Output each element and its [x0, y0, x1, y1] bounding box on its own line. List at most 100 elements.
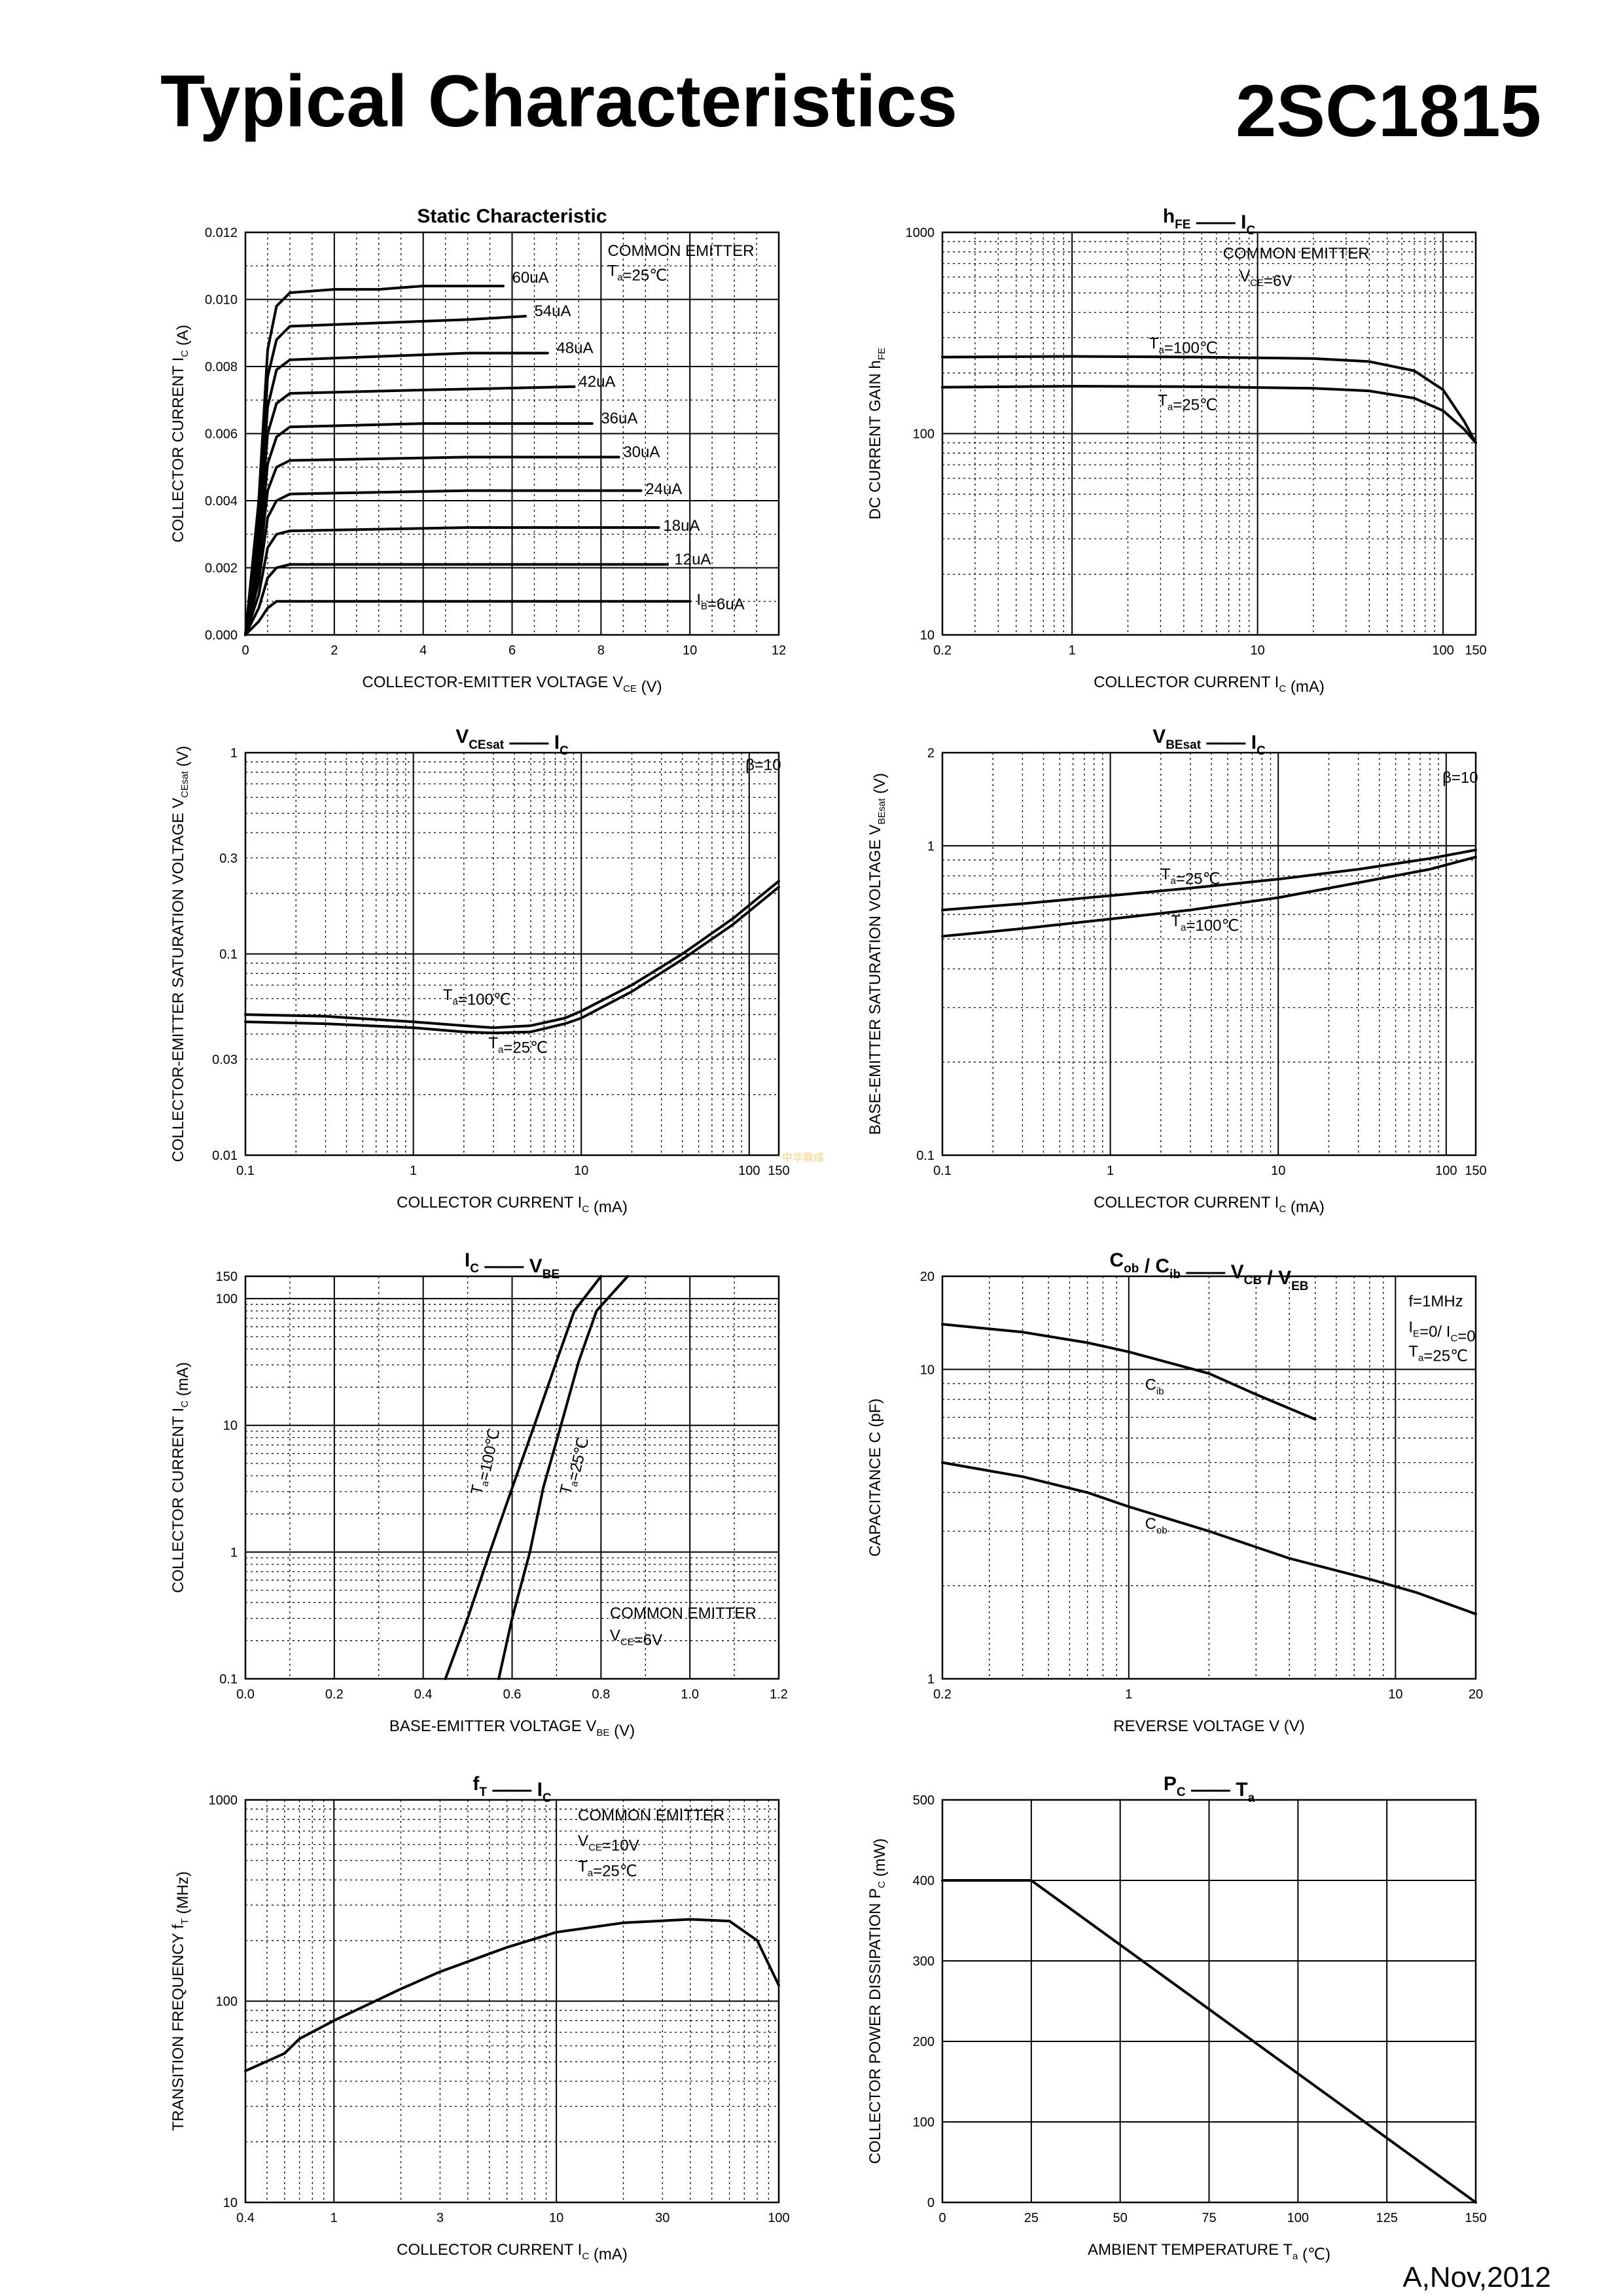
icvbe-y-tick-label: 1 [230, 1545, 238, 1560]
static-y-tick-label: 0.010 [205, 293, 238, 308]
static-series-line-6 [244, 456, 620, 636]
pc-grid [942, 1799, 1476, 2203]
static-curve-label: 54uA [534, 302, 571, 320]
icvbe-x-tick-label: 1.0 [681, 1687, 699, 1702]
ft-x-tick-label: 1 [330, 2211, 338, 2225]
vbesat-x-tick-label: 150 [1465, 1164, 1486, 1178]
icvbe-chart-title: IC —— VBE [465, 1249, 560, 1282]
icvbe-y-axis-label: COLLECTOR CURRENT IC (mA) [169, 1362, 192, 1593]
static-y-tick-label: 0.004 [205, 494, 238, 509]
pc-x-axis-label: AMBIENT TEMPERATURE Ta (℃) [1088, 2241, 1330, 2263]
ft-x-tick-label: 100 [768, 2211, 789, 2225]
pc-y-tick-label: 100 [913, 2115, 935, 2130]
hfe-x-tick-label: 0.2 [933, 643, 952, 658]
static-series-line-5 [244, 422, 594, 636]
static-x-tick-label: 4 [419, 643, 427, 658]
vcesat-x-tick-label: 150 [768, 1164, 789, 1178]
hfe-plot-frame [941, 231, 1477, 636]
icvbe-plot-frame [244, 1275, 780, 1680]
icvbe-curve-label: Ta=25℃ [556, 1435, 592, 1498]
icvbe-annotation-note: COMMON EMITTER [610, 1605, 757, 1623]
icvbe-x-tick-label: 0.0 [236, 1687, 255, 1702]
vbesat-x-tick-label: 10 [1271, 1164, 1285, 1178]
ft-y-tick-label: 10 [223, 2196, 238, 2210]
vcesat-y-tick-label: 0.03 [212, 1052, 238, 1067]
pc-y-tick-label: 300 [913, 1954, 935, 1969]
pc-x-tick-label: 0 [938, 2211, 946, 2225]
pc-x-tick-label: 50 [1113, 2211, 1128, 2225]
vbesat-y-axis-label: BASE-EMITTER SATURATION VOLTAGE VBEsat (… [866, 773, 889, 1135]
pc-y-tick-label: 500 [913, 1793, 935, 1808]
static-y-tick-label: 0.008 [205, 360, 238, 374]
ft-plot-frame [244, 1799, 780, 2204]
ft-chart-title: fT —— IC [473, 1773, 552, 1805]
vbesat-series-line-1 [941, 848, 1477, 912]
ft-x-tick-label: 0.4 [236, 2211, 255, 2225]
vcesat-x-tick-label: 0.1 [236, 1164, 255, 1178]
cap-y-tick-label: 20 [920, 1270, 935, 1284]
hfe-y-tick-label: 1000 [906, 226, 935, 240]
vbesat-y-tick-label: 2 [927, 746, 935, 761]
static-y-tick-label: 0.000 [205, 628, 238, 643]
stamp-text: 中华鼎成 [782, 1153, 825, 1164]
static-x-tick-label: 12 [772, 643, 786, 658]
pc-x-tick-label: 125 [1376, 2211, 1397, 2225]
vbesat-x-tick-label: 0.1 [933, 1164, 952, 1178]
cap-curve-label: Cob [1145, 1515, 1168, 1536]
hfe-series-line-2 [941, 385, 1477, 444]
hfe-x-tick-label: 1 [1069, 643, 1076, 658]
hfe-y-axis-label: DC CURRENT GAIN hFE [866, 348, 887, 520]
ft-x-tick-label: 10 [549, 2211, 563, 2225]
ft-x-tick-label: 3 [437, 2211, 444, 2225]
static-x-tick-label: 2 [330, 643, 338, 658]
static-series-line-4 [244, 385, 576, 636]
static-chart-title: Static Characteristic [417, 206, 607, 227]
ft-x-tick-label: 30 [655, 2211, 669, 2225]
static-series-line-2 [244, 315, 527, 636]
icvbe-x-tick-label: 0.8 [592, 1687, 610, 1702]
static-curve-label: 24uA [645, 480, 682, 498]
vcesat-plot-frame [244, 751, 780, 1157]
ft-y-tick-label: 100 [216, 1995, 238, 2009]
icvbe-y-tick-label: 0.1 [219, 1672, 238, 1687]
chart-ft: 0.4 1 3 10 30 100 10 100 1000 fT —— IC COLLECTOR C… [169, 1773, 790, 2263]
hfe-curve-label: Ta=100℃ [1149, 334, 1217, 357]
vbesat-x-axis-label: COLLECTOR CURRENT IC (mA) [1094, 1194, 1325, 1216]
cap-chart-title: Cob / Cib —— VCB / VEB [1109, 1249, 1308, 1293]
vcesat-y-tick-label: 0.1 [219, 948, 238, 962]
pc-x-tick-label: 100 [1287, 2211, 1309, 2225]
cap-y-tick-label: 1 [927, 1672, 935, 1687]
cap-x-tick-label: 20 [1469, 1687, 1483, 1702]
static-curve-label: IB=6uA [696, 591, 744, 613]
vbesat-y-tick-label: 0.1 [916, 1149, 935, 1163]
static-series-line-10 [244, 600, 692, 636]
static-series-line-9 [244, 563, 669, 636]
cap-plot-frame [941, 1275, 1477, 1680]
vcesat-x-tick-label: 10 [574, 1164, 588, 1178]
static-curve-label: 60uA [512, 269, 549, 287]
chart-pc: 0 25 50 75 100 125 150 0 100 200 300 400 500 PC —— Ta… [866, 1773, 1487, 2263]
vcesat-x-axis-label: COLLECTOR CURRENT IC (mA) [397, 1194, 628, 1216]
revision-date: A,Nov,2012 [1402, 2261, 1551, 2293]
static-curve-label: 12uA [674, 550, 711, 568]
icvbe-y-tick-label: 10 [223, 1419, 238, 1433]
cap-x-tick-label: 0.2 [933, 1687, 952, 1702]
static-annotation-note: COMMON EMITTER [608, 242, 755, 260]
vcesat-curve-label: Ta=25℃ [488, 1035, 548, 1057]
cap-x-tick-label: 1 [1125, 1687, 1132, 1702]
vbesat-series-line-2 [941, 855, 1477, 938]
hfe-grid [942, 232, 1476, 635]
icvbe-annotation-note: VCE=6V [610, 1627, 662, 1649]
pc-x-tick-label: 150 [1465, 2211, 1486, 2225]
icvbe-x-tick-label: 0.4 [414, 1687, 433, 1702]
chart-icvbe: 0.0 0.2 0.4 0.6 0.8 1.0 1.2 0.1 1 10 100 150 IC —— V… [169, 1249, 788, 1740]
vcesat-y-tick-label: 0.01 [212, 1149, 238, 1163]
ft-annotation-note: VCE=10V [578, 1832, 639, 1854]
vcesat-grid [245, 753, 779, 1155]
vcesat-x-tick-label: 100 [738, 1164, 760, 1178]
static-x-tick-label: 8 [597, 643, 605, 658]
hfe-annotation-note: VCE=6V [1240, 268, 1292, 290]
vcesat-series-line-1 [244, 880, 780, 1030]
icvbe-series-line-1 [444, 1275, 603, 1680]
